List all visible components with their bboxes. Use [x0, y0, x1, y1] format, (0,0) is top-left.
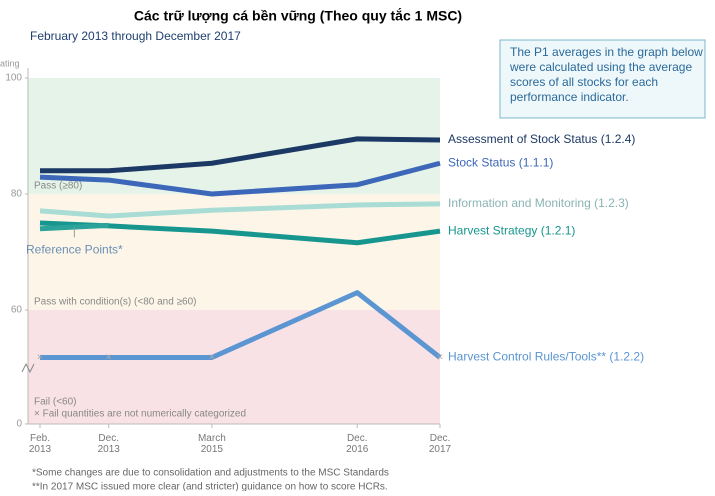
y-tick-label: 60 [11, 305, 23, 316]
series-line [39, 160, 441, 197]
note-box [499, 39, 706, 119]
legend-label: Stock Status (1.1.1) [448, 155, 553, 169]
band [28, 310, 440, 424]
band-label: Fail (<60) [34, 397, 77, 408]
note-text: were calculated using the average [509, 60, 692, 74]
note-text: The P1 averages in the graph below [510, 45, 703, 59]
x-tick-label: Dec. 2017 [429, 433, 452, 455]
chart-title: Các trữ lượng cá bền vững (Theo quy tắc … [134, 7, 462, 24]
fail-marker: × [37, 351, 43, 363]
footnote: *Some changes are due to consolidation a… [32, 468, 389, 479]
x-tick-label: Dec. 2013 [98, 433, 121, 455]
legend-label: Harvest Strategy (1.2.1) [448, 223, 575, 237]
legend-label: Information and Monitoring (1.2.3) [448, 196, 629, 210]
fail-marker: × [209, 351, 215, 363]
legend-label: Harvest Control Rules/Tools** (1.2.2) [448, 350, 644, 364]
series-line [40, 290, 442, 360]
series-line [40, 136, 441, 174]
fail-marker: × [437, 351, 443, 363]
x-tick-label: Feb. 2013 [29, 433, 52, 455]
band-label: Pass with condition(s) (<80 and ≥60) [34, 297, 197, 308]
x-tick-label: Dec. 2016 [346, 433, 369, 455]
axis-break [21, 362, 35, 374]
y-axis-label: ating [0, 58, 20, 68]
fail-note: × Fail quantities are not numerically ca… [34, 409, 246, 420]
series-line [39, 201, 441, 219]
fail-marker: × [105, 351, 111, 363]
series-line [39, 222, 109, 232]
y-tick-label: 0 [16, 419, 22, 430]
legend-label: Assessment of Stock Status (1.2.4) [448, 132, 635, 146]
y-tick-label: 100 [5, 73, 22, 84]
y-tick-label: 80 [11, 189, 23, 200]
x-tick-label: March 2015 [198, 433, 226, 455]
legend-label: Reference Points* [26, 242, 123, 256]
subtitle: February 2013 through December 2017 [30, 29, 241, 43]
footnote: **In 2017 MSC issued more clear (and str… [32, 482, 388, 491]
band-label: Pass (≥80) [34, 181, 82, 192]
note-text: scores of all stocks for each [510, 75, 658, 89]
note-text: performance indicator. [510, 90, 629, 104]
band [28, 78, 440, 194]
